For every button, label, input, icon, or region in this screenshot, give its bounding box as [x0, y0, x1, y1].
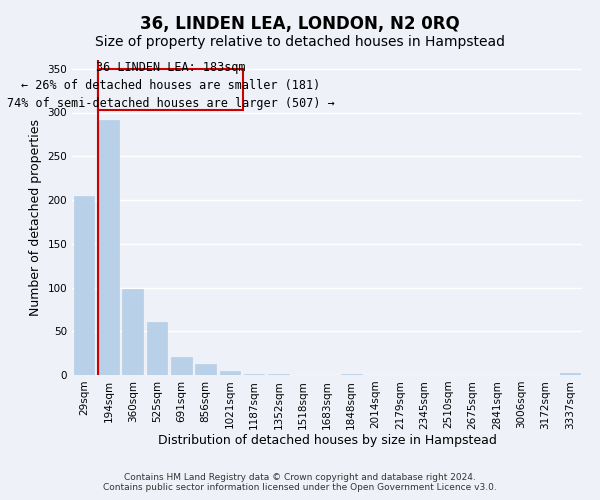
- Bar: [220, 370, 240, 375]
- Bar: [122, 289, 143, 375]
- Bar: [560, 373, 580, 375]
- Text: 36 LINDEN LEA: 183sqm
← 26% of detached houses are smaller (181)
74% of semi-det: 36 LINDEN LEA: 183sqm ← 26% of detached …: [7, 62, 334, 110]
- Bar: [74, 196, 94, 375]
- Text: 36, LINDEN LEA, LONDON, N2 0RQ: 36, LINDEN LEA, LONDON, N2 0RQ: [140, 15, 460, 33]
- Bar: [341, 374, 362, 375]
- Y-axis label: Number of detached properties: Number of detached properties: [29, 119, 42, 316]
- Text: Contains HM Land Registry data © Crown copyright and database right 2024.
Contai: Contains HM Land Registry data © Crown c…: [103, 473, 497, 492]
- Bar: [195, 364, 216, 375]
- Bar: [146, 322, 167, 375]
- X-axis label: Distribution of detached houses by size in Hampstead: Distribution of detached houses by size …: [158, 434, 496, 447]
- Bar: [268, 374, 289, 375]
- Bar: [171, 356, 191, 375]
- Bar: [244, 374, 265, 375]
- Text: Size of property relative to detached houses in Hampstead: Size of property relative to detached ho…: [95, 35, 505, 49]
- FancyBboxPatch shape: [98, 68, 243, 110]
- Bar: [98, 120, 119, 375]
